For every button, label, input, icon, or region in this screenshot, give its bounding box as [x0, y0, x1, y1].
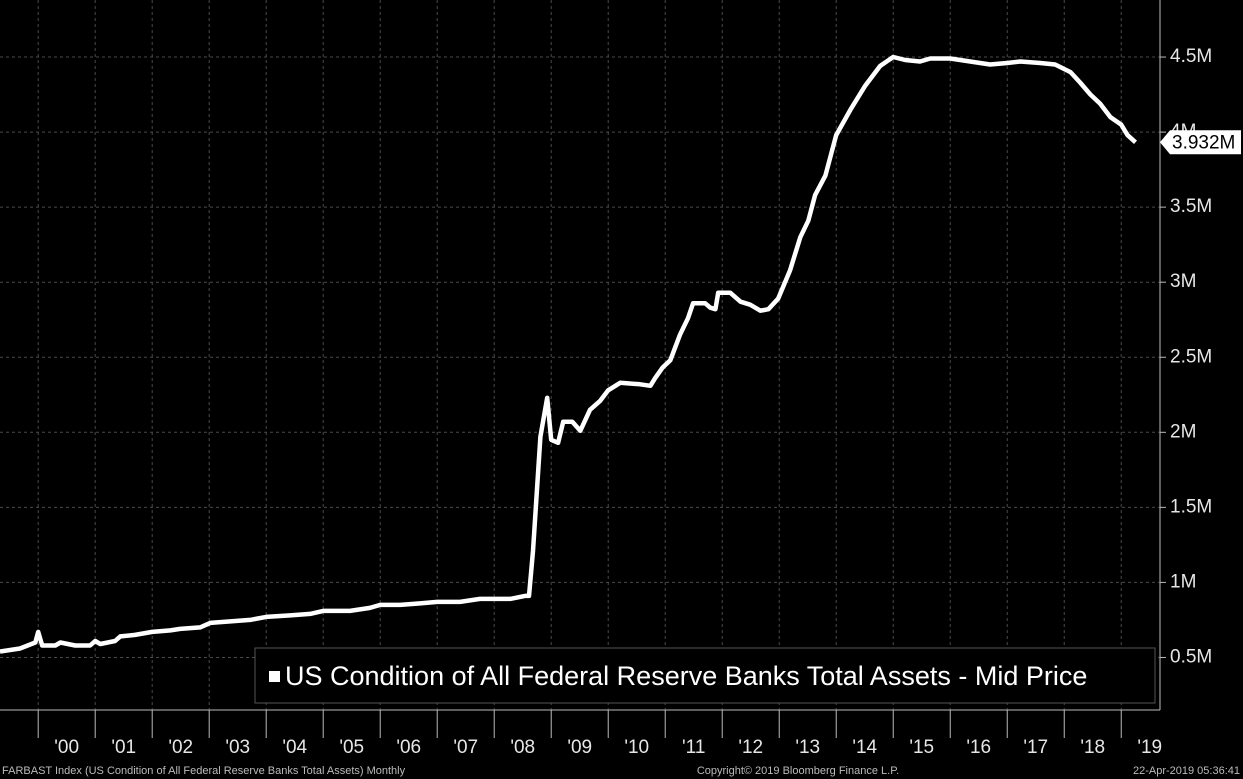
x-tick-label: '15: [909, 737, 934, 758]
line-series: [0, 54, 1138, 654]
x-tick-label: '17: [1023, 737, 1048, 758]
footer-center: Copyright© 2019 Bloomberg Finance L.P.: [697, 765, 899, 777]
x-tick-label: '02: [168, 737, 193, 758]
x-tick-label: '09: [567, 737, 592, 758]
last-value-label: 3.932M: [1172, 132, 1235, 153]
x-tick-label: '14: [852, 737, 877, 758]
x-tick-label: '00: [54, 737, 79, 758]
legend-swatch: [269, 671, 280, 682]
x-tick-label: '19: [1137, 737, 1162, 758]
y-tick-label: 4.5M: [1170, 46, 1212, 67]
x-tick-label: '13: [795, 737, 820, 758]
y-tick-label: 1.5M: [1170, 496, 1212, 517]
y-tick-label: 0.5M: [1170, 646, 1212, 667]
footer-right: 22-Apr-2019 05:36:41: [1133, 765, 1240, 777]
y-tick-label: 1M: [1170, 571, 1196, 592]
x-tick-label: '11: [682, 737, 705, 758]
x-tick-label: '07: [453, 737, 478, 758]
x-tick-label: '08: [510, 737, 535, 758]
y-tick-label: 2M: [1170, 421, 1196, 442]
x-tick-label: '05: [339, 737, 364, 758]
x-tick-label: '10: [624, 737, 649, 758]
legend-box: [254, 647, 1156, 704]
x-tick-label: '04: [282, 737, 307, 758]
x-tick-label: '03: [225, 737, 250, 758]
footer-left: FARBAST Index (US Condition of All Feder…: [2, 765, 406, 777]
last-value-marker: [1160, 130, 1241, 155]
x-tick-label: '01: [111, 737, 136, 758]
y-tick-label: 2.5M: [1170, 346, 1212, 367]
legend-label: US Condition of All Federal Reserve Bank…: [285, 661, 1087, 691]
y-tick-label: 3M: [1170, 271, 1196, 292]
x-tick-label: '06: [396, 737, 421, 758]
y-tick-label: 3.5M: [1170, 196, 1212, 217]
x-tick-label: '12: [738, 737, 763, 758]
x-tick-label: '16: [966, 737, 991, 758]
x-tick-label: '18: [1080, 737, 1105, 758]
